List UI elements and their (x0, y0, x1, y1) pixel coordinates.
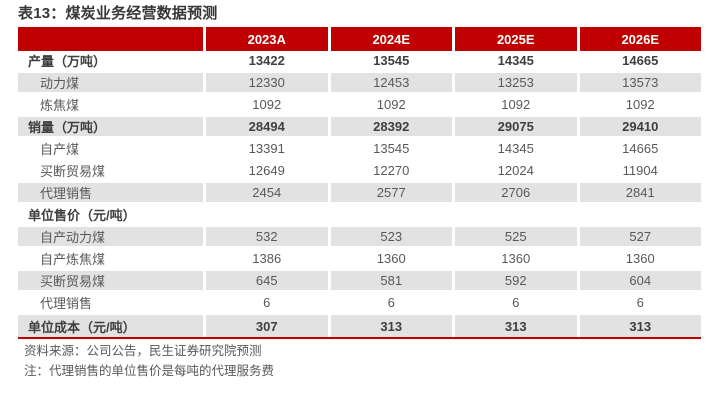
value-2026e: 1092 (576, 95, 701, 117)
value-2026e: 2841 (576, 183, 701, 205)
table-row: 动力煤 12330 12453 13253 13573 (18, 73, 701, 95)
value-2023a: 28494 (203, 117, 328, 139)
row-label: 自产动力煤 (18, 227, 203, 249)
value-2023a: 307 (203, 315, 328, 337)
table-row: 销量（万吨） 28494 28392 29075 29410 (18, 117, 701, 139)
value-2026e: 13573 (576, 73, 701, 95)
row-label: 买断贸易煤 (18, 161, 203, 183)
table-row: 买断贸易煤 645 581 592 604 (18, 271, 701, 293)
table-row: 单位成本（元/吨） 307 313 313 313 (18, 315, 701, 337)
header-cell-2026e: 2026E (576, 27, 701, 51)
value-2025e: 14345 (452, 51, 577, 73)
value-2024e: 6 (327, 293, 452, 315)
header-row: 2023A 2024E 2025E 2026E (18, 27, 701, 51)
value-2026e: 14665 (576, 51, 701, 73)
coal-forecast-table: 2023A 2024E 2025E 2026E 产量（万吨） 13422 135… (18, 27, 701, 339)
table-row: 单位售价（元/吨） (18, 205, 701, 227)
value-2025e: 313 (452, 315, 577, 337)
row-label: 单位售价（元/吨） (18, 205, 203, 227)
value-2026e: 14665 (576, 139, 701, 161)
value-2024e: 313 (327, 315, 452, 337)
value-2024e: 12270 (327, 161, 452, 183)
table-row: 代理销售 2454 2577 2706 2841 (18, 183, 701, 205)
value-2024e: 523 (327, 227, 452, 249)
value-2025e: 29075 (452, 117, 577, 139)
value-2024e: 12453 (327, 73, 452, 95)
row-label: 产量（万吨） (18, 51, 203, 73)
row-label: 代理销售 (18, 293, 203, 315)
value-2025e: 1092 (452, 95, 577, 117)
value-2025e: 525 (452, 227, 577, 249)
header-cell-2023a: 2023A (203, 27, 328, 51)
value-2026e: 313 (576, 315, 701, 337)
row-label: 买断贸易煤 (18, 271, 203, 293)
footnote: 注：代理销售的单位售价是每吨的代理服务费 (24, 364, 275, 378)
row-label: 炼焦煤 (18, 95, 203, 117)
value-2026e: 11904 (576, 161, 701, 183)
value-2023a: 12330 (203, 73, 328, 95)
header-cell-2024e: 2024E (327, 27, 452, 51)
value-2025e (452, 205, 577, 227)
value-2023a: 2454 (203, 183, 328, 205)
value-2023a: 13391 (203, 139, 328, 161)
table-row: 买断贸易煤 12649 12270 12024 11904 (18, 161, 701, 183)
value-2023a (203, 205, 328, 227)
value-2026e: 1360 (576, 249, 701, 271)
table-title: 表13：煤炭业务经营数据预测 (18, 5, 218, 22)
row-label: 自产煤 (18, 139, 203, 161)
value-2024e: 13545 (327, 51, 452, 73)
table-row: 炼焦煤 1092 1092 1092 1092 (18, 95, 701, 117)
value-2025e: 592 (452, 271, 577, 293)
value-2024e: 28392 (327, 117, 452, 139)
value-2026e: 604 (576, 271, 701, 293)
value-2023a: 1386 (203, 249, 328, 271)
row-label: 单位成本（元/吨） (18, 315, 203, 337)
row-label: 代理销售 (18, 183, 203, 205)
value-2025e: 1360 (452, 249, 577, 271)
table-row: 代理销售 6 6 6 6 (18, 293, 701, 315)
value-2026e: 6 (576, 293, 701, 315)
row-label: 销量（万吨） (18, 117, 203, 139)
header-cell-2025e: 2025E (452, 27, 577, 51)
value-2023a: 13422 (203, 51, 328, 73)
value-2025e: 12024 (452, 161, 577, 183)
value-2023a: 6 (203, 293, 328, 315)
header-cell-label (18, 27, 203, 51)
value-2024e: 1360 (327, 249, 452, 271)
row-label: 动力煤 (18, 73, 203, 95)
value-2024e: 1092 (327, 95, 452, 117)
value-2025e: 6 (452, 293, 577, 315)
value-2023a: 532 (203, 227, 328, 249)
table-row: 自产炼焦煤 1386 1360 1360 1360 (18, 249, 701, 271)
value-2024e: 13545 (327, 139, 452, 161)
value-2023a: 1092 (203, 95, 328, 117)
value-2026e: 527 (576, 227, 701, 249)
table-row: 产量（万吨） 13422 13545 14345 14665 (18, 51, 701, 73)
value-2024e: 581 (327, 271, 452, 293)
value-2024e: 2577 (327, 183, 452, 205)
value-2024e (327, 205, 452, 227)
table-body: 产量（万吨） 13422 13545 14345 14665 动力煤 12330… (18, 51, 701, 337)
report-table-figure: 表13：煤炭业务经营数据预测 2023A 2024E 2025E 2026E 产… (0, 4, 727, 414)
source-note: 资料来源：公司公告，民生证券研究院预测 (24, 344, 262, 358)
value-2023a: 645 (203, 271, 328, 293)
value-2025e: 2706 (452, 183, 577, 205)
value-2025e: 14345 (452, 139, 577, 161)
row-label: 自产炼焦煤 (18, 249, 203, 271)
value-2026e (576, 205, 701, 227)
table-row: 自产煤 13391 13545 14345 14665 (18, 139, 701, 161)
value-2026e: 29410 (576, 117, 701, 139)
table-row: 自产动力煤 532 523 525 527 (18, 227, 701, 249)
value-2023a: 12649 (203, 161, 328, 183)
value-2025e: 13253 (452, 73, 577, 95)
